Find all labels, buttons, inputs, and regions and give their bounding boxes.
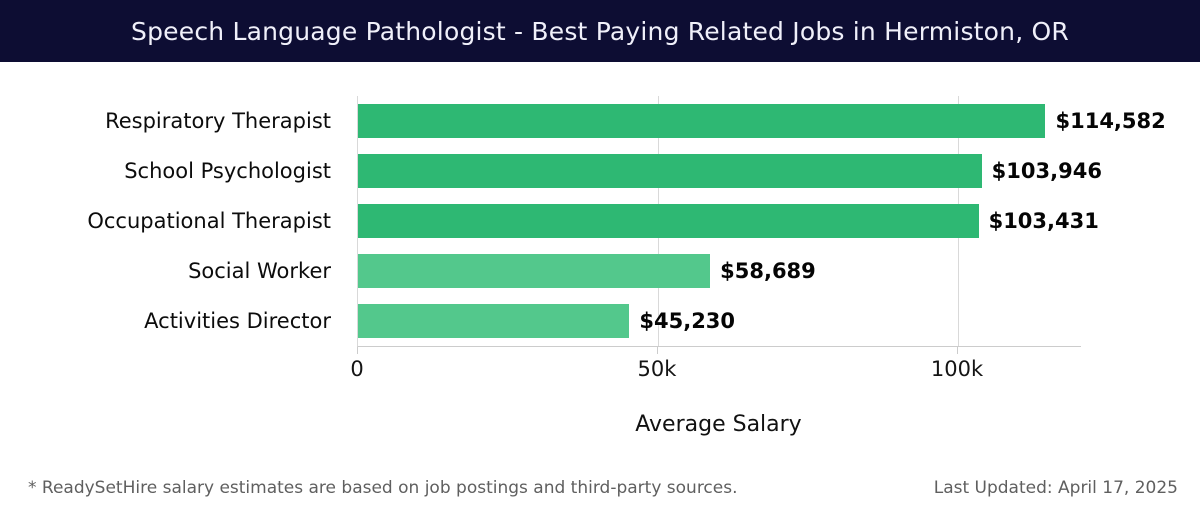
- x-tick-label: 100k: [930, 357, 984, 381]
- value-label: $114,582: [1055, 109, 1166, 133]
- value-label: $45,230: [639, 309, 736, 333]
- category-labels: Respiratory Therapist School Psychologist…: [0, 96, 345, 346]
- x-tick-label: 50k: [637, 357, 677, 381]
- x-axis-title: Average Salary: [635, 412, 802, 437]
- bar: [358, 204, 979, 238]
- category-label: Social Worker: [188, 259, 331, 283]
- x-tick-label: 0: [350, 357, 364, 381]
- category-label: Occupational Therapist: [87, 209, 331, 233]
- title-bar: Speech Language Pathologist - Best Payin…: [0, 0, 1200, 62]
- footer-note: * ReadySetHire salary estimates are base…: [28, 478, 738, 498]
- footer-last-updated: Last Updated: April 17, 2025: [933, 478, 1178, 498]
- value-label: $58,689: [720, 259, 816, 283]
- page-title: Speech Language Pathologist - Best Payin…: [131, 16, 1069, 46]
- value-label: $103,431: [988, 209, 1099, 233]
- category-label: School Psychologist: [124, 159, 331, 183]
- bar-row: $103,431: [358, 196, 1099, 246]
- x-tick-mark: [357, 347, 358, 354]
- bar-row: $58,689: [358, 246, 1081, 296]
- category-label: Respiratory Therapist: [105, 109, 331, 133]
- bar-row: $45,230: [358, 296, 1081, 346]
- x-tick-mark: [657, 347, 658, 354]
- plot-area: $114,582 $103,946 $103,431 $58,689 $45,230: [357, 96, 1166, 347]
- value-label: $103,946: [991, 159, 1102, 183]
- bar-row: $114,582: [358, 96, 1166, 146]
- bar: [358, 104, 1046, 138]
- bar: [358, 154, 982, 188]
- bar-row: $103,946: [358, 146, 1102, 196]
- category-label: Activities Director: [144, 309, 331, 333]
- bar: [358, 304, 630, 338]
- x-tick-mark: [957, 347, 958, 354]
- bar: [358, 254, 711, 288]
